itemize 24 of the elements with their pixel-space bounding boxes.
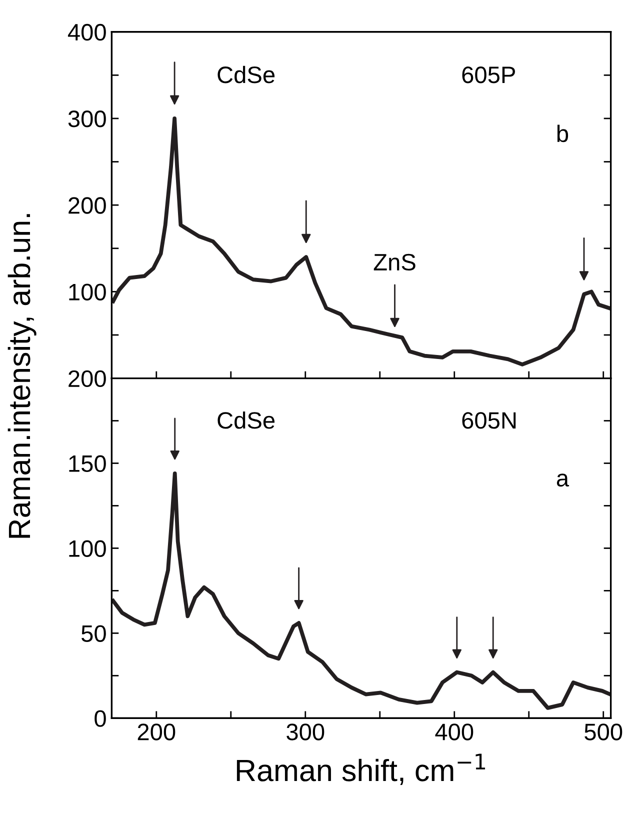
annotation: ZnS	[374, 254, 416, 271]
y-tick-label: 50	[82, 625, 106, 642]
annotation: 605N	[462, 412, 516, 429]
line-series	[112, 471, 611, 710]
x-tick-label: 500	[584, 724, 622, 740]
y-tick-label: 100	[69, 540, 106, 557]
y-tick-label: 100	[69, 284, 106, 300]
annotation: CdSe	[218, 411, 275, 429]
y-tick-label: 200	[68, 197, 106, 214]
annotation: b	[557, 124, 568, 142]
y-tick-label: 400	[68, 24, 106, 41]
y-axis-title: Raman.intensity, arb.un.	[8, 214, 36, 538]
x-axis-title: Raman shift, cm$^{−1}$	[236, 754, 486, 785]
annotation: a	[556, 474, 570, 487]
x-tick-label: 400	[435, 724, 474, 740]
annotation: 605P	[462, 66, 515, 84]
y-tick-label: 300	[68, 110, 106, 128]
y-tick-label: 150	[69, 455, 106, 472]
y-tick-label: 0	[94, 710, 106, 727]
annotation: CdSe	[218, 66, 275, 84]
x-tick-label: 200	[138, 724, 176, 740]
y-tick-label: 200	[68, 370, 106, 388]
line-series	[112, 116, 611, 366]
x-tick-label: 300	[286, 724, 324, 740]
